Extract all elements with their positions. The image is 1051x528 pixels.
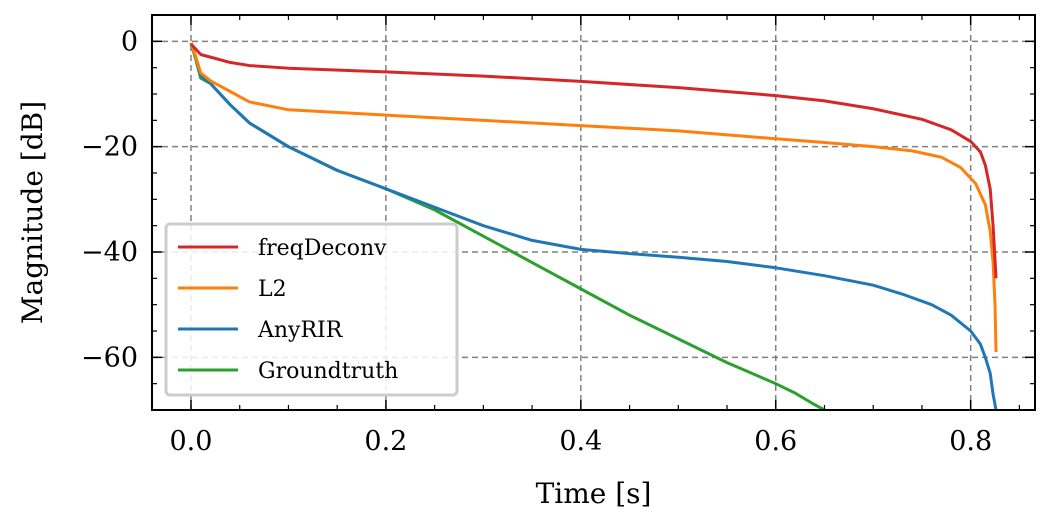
series-line-anyrir <box>189 42 998 410</box>
x-axis-label: Time [s] <box>536 477 652 510</box>
legend-box <box>164 222 459 397</box>
legend: freqDeconv L2 AnyRIR Groundtruth <box>164 222 459 397</box>
x-tick-label: 0.2 <box>364 426 407 457</box>
y-tick-label: −20 <box>81 132 138 163</box>
x-tick-label: 0.4 <box>559 426 602 457</box>
y-tick-label: −60 <box>81 342 138 373</box>
y-tick-label: −40 <box>81 237 138 268</box>
ticks <box>152 14 1035 411</box>
legend-entries: freqDeconv L2 AnyRIR Groundtruth <box>178 236 398 384</box>
legend-label: Groundtruth <box>258 359 398 384</box>
x-tick-label: 0.6 <box>754 426 797 457</box>
legend-label: L2 <box>258 277 287 302</box>
legend-label: AnyRIR <box>257 318 344 343</box>
x-tick-label: 0.8 <box>949 426 992 457</box>
plot-frame <box>151 14 1036 411</box>
series-line-l2 <box>189 42 998 353</box>
y-tick-label: 0 <box>121 26 138 57</box>
series-lines <box>189 42 998 410</box>
legend-label: freqDeconv <box>258 236 387 261</box>
x-tick-label: 0.0 <box>170 426 213 457</box>
tick-labels: 0.0 0.2 0.4 0.6 0.8 0 −20 −40 −60 <box>81 26 992 457</box>
series-line-freqdeconv <box>189 42 998 279</box>
y-axis-label: Magnitude [dB] <box>16 101 49 324</box>
